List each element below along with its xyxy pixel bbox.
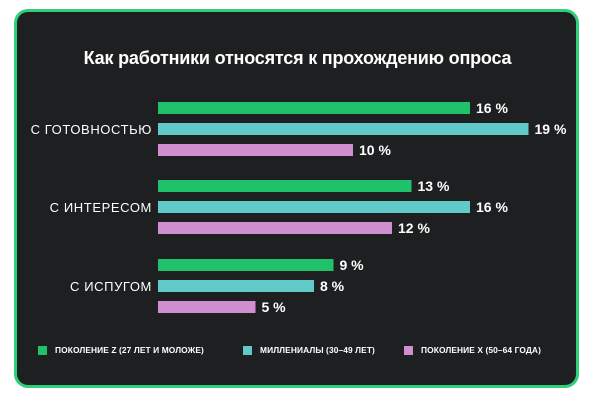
bar-ready-gen-z (158, 102, 470, 114)
legend-item-gen-x: ПОКОЛЕНИЕ X (50–64 ГОДА) (404, 342, 541, 358)
value-label-interest-millennials: 16 % (476, 199, 508, 215)
category-label-ready: С ГОТОВНОСТЬЮ (31, 122, 152, 137)
bar-ready-millennials (158, 123, 529, 135)
bar-ready-gen-x (158, 144, 353, 156)
chart-card (14, 9, 579, 388)
legend-label-gen-x: ПОКОЛЕНИЕ X (50–64 ГОДА) (421, 345, 541, 355)
value-label-interest-gen-z: 13 % (418, 178, 450, 194)
value-label-fear-gen-x: 5 % (262, 299, 287, 315)
category-label-interest: С ИНТЕРЕСОМ (50, 200, 152, 215)
bar-interest-gen-z (158, 180, 412, 192)
bars-layer: С ГОТОВНОСТЬЮ 16 % 19 % 10 % С ИНТЕРЕСОМ 13 %… (31, 100, 567, 315)
value-label-fear-gen-z: 9 % (340, 257, 365, 273)
legend: ПОКОЛЕНИЕ Z (27 ЛЕТ И МОЛОЖЕ) МИЛЛЕНИАЛЫ… (0, 342, 595, 358)
value-label-ready-gen-z: 16 % (476, 100, 508, 116)
value-label-ready-millennials: 19 % (535, 121, 567, 137)
bar-fear-gen-x (158, 301, 256, 313)
value-label-fear-millennials: 8 % (320, 278, 345, 294)
value-label-ready-gen-x: 10 % (359, 142, 391, 158)
bar-interest-millennials (158, 201, 470, 213)
legend-item-gen-z: ПОКОЛЕНИЕ Z (27 ЛЕТ И МОЛОЖЕ) (38, 342, 204, 358)
bar-interest-gen-x (158, 222, 392, 234)
value-label-interest-gen-x: 12 % (398, 220, 430, 236)
legend-swatch-gen-x (404, 345, 413, 355)
category-label-fear: С ИСПУГОМ (70, 279, 152, 294)
legend-item-millennials: МИЛЛЕНИАЛЫ (30–49 ЛЕТ) (243, 342, 375, 358)
legend-label-millennials: МИЛЛЕНИАЛЫ (30–49 ЛЕТ) (260, 345, 375, 355)
legend-swatch-gen-z (38, 345, 47, 355)
legend-swatch-millennials (243, 345, 252, 355)
bar-fear-millennials (158, 280, 314, 292)
bar-fear-gen-z (158, 259, 334, 271)
chart-title: Как работники относятся к прохождению оп… (83, 48, 512, 68)
legend-label-gen-z: ПОКОЛЕНИЕ Z (27 ЛЕТ И МОЛОЖЕ) (55, 345, 204, 355)
